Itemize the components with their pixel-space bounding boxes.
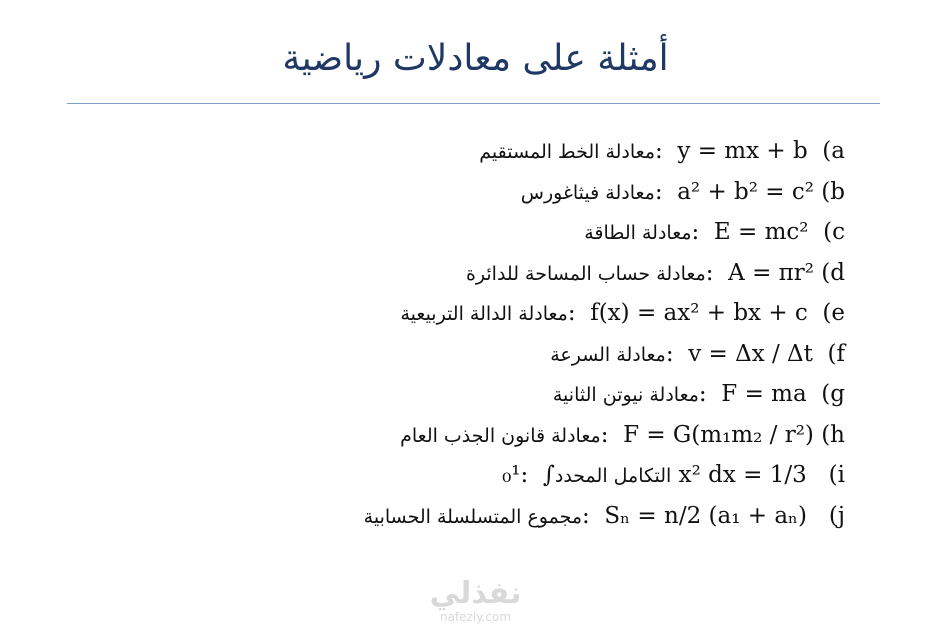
equation-label: معادلة قانون الجذب العام [400,424,601,447]
equation-formula: : F = G(m₁m₂ / r²) (h [600,421,845,448]
equation-item: معادلة الطاقة: E = mc² (c [364,219,845,260]
equation-formula: : y = mx + b (a [655,138,845,164]
slide-title: أمثلة على معادلات رياضية [282,38,669,79]
equation-formula: : v = Δx / Δt (f [665,340,845,367]
equation-item: معادلة الخط المستقيم: y = mx + b (a [364,138,845,179]
equation-item: معادلة نيوتن الثانية: F = ma (g [364,381,845,422]
equation-label: معادلة السرعة [550,343,666,366]
equation-label: معادلة الدالة التربيعية [400,303,568,325]
equation-label: معادلة حساب المساحة للدائرة [465,262,706,285]
equation-label: معادلة الطاقة [584,222,692,244]
equation-formula: : Sₙ = n/2 (a₁ + aₙ) (j [582,502,845,529]
equation-label: معادلة فيثاغورس [520,181,655,204]
watermark-logo: نفذلي [429,576,522,611]
equation-formula: : a² + b² = c² (b [654,178,845,205]
equation-label: التكامل المحدد [554,465,672,487]
equation-item: معادلة الدالة التربيعية: f(x) = ax² + bx… [364,300,845,341]
equation-list: معادلة الخط المستقيم: y = mx + b (a معادل… [364,138,845,543]
equation-formula: : f(x) = ax² + bx + c (e [567,300,845,326]
equation-item: معادلة قانون الجذب العام: F = G(m₁m₂ / r… [364,422,845,463]
equation-formula: : F = ma (g [698,381,845,407]
equation-item: معادلة حساب المساحة للدائرة: A = πr² (d [364,260,845,301]
equation-label: مجموع المتسلسلة الحسابية [363,505,583,528]
title-divider [67,103,880,104]
equation-item: معادلة فيثاغورس: a² + b² = c² (b [364,179,845,220]
equation-formula: x² dx = 1/3 (i [671,462,845,488]
equation-formula: : A = πr² (d [705,259,845,286]
watermark: نفذلي nafezly.com [0,576,951,625]
watermark-url: nafezly.com [439,610,512,624]
equation-label: معادلة نيوتن الثانية [552,384,699,406]
equation-label: معادلة الخط المستقيم [479,141,656,163]
equation-item: مجموع المتسلسلة الحسابية: Sₙ = n/2 (a₁ +… [364,503,845,544]
equation-formula: : E = mc² (c [691,219,845,245]
equation-item: معادلة السرعة: v = Δx / Δt (f [364,341,845,382]
equation-formula: ₀¹: ∫ [502,462,555,488]
equation-item: ₀¹: ∫ التكامل المحدد x² dx = 1/3 (i [364,462,845,503]
